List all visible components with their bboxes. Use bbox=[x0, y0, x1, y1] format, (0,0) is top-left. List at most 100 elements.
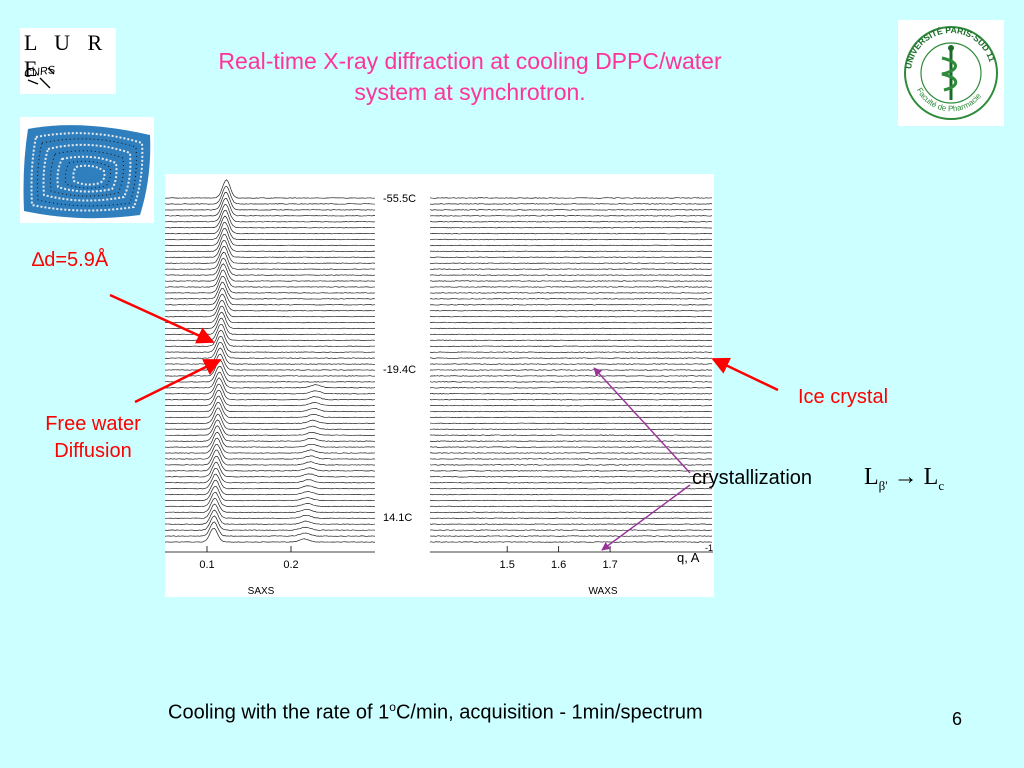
waxs-spectrum-48 bbox=[429, 476, 713, 478]
waxs-spectrum-51 bbox=[429, 493, 713, 496]
saxs-spectrum-19 bbox=[164, 287, 376, 306]
waxs-spectrum-34 bbox=[430, 393, 713, 395]
saxs-spectrum-10 bbox=[164, 233, 376, 253]
waxs-spectrum-41 bbox=[429, 434, 713, 436]
lure-logo: L U R E CNRS bbox=[20, 28, 116, 94]
caption-post: C/min, acquisition - 1min/spectrum bbox=[395, 701, 703, 724]
saxs-spectrum-22 bbox=[165, 305, 376, 324]
waxs-spectrum-6 bbox=[429, 226, 713, 229]
waxs-spectrum-14 bbox=[429, 274, 713, 276]
waxs-spectrum-46 bbox=[429, 464, 713, 466]
waxs-spectrum-31 bbox=[429, 375, 713, 377]
xray-diffraction-plot: -55.5C -19.4C 14.1C 0.1 0.2 SAXS 1.5 1.6 1.7 WAXS… bbox=[164, 174, 714, 597]
saxs-spectrum-23 bbox=[164, 311, 376, 330]
saxs-spectrum-54 bbox=[164, 497, 376, 513]
saxs-spectrum-51 bbox=[164, 479, 376, 496]
waxs-spectrum-28 bbox=[429, 357, 713, 359]
saxs-spectrum-6 bbox=[164, 209, 376, 229]
waxs-spectrum-54 bbox=[429, 511, 713, 514]
slide-title: Real-time X-ray diffraction at cooling D… bbox=[150, 46, 790, 108]
saxs-spectrum-31 bbox=[164, 359, 376, 377]
saxs-spectrum-30 bbox=[164, 353, 376, 371]
waxs-spectrum-4 bbox=[429, 215, 713, 217]
waxs-spectrum-57 bbox=[429, 529, 713, 531]
waxs-tick-label-2: 1.6 bbox=[551, 559, 566, 571]
waxs-spectrum-5 bbox=[429, 221, 713, 223]
saxs-spectrum-3 bbox=[164, 191, 376, 211]
waxs-spectrum-26 bbox=[429, 345, 713, 347]
saxs-spectrum-35 bbox=[164, 383, 376, 401]
saxs-spectrum-40 bbox=[164, 413, 376, 430]
waxs-spectrum-56 bbox=[429, 523, 712, 525]
waxs-spectrum-25 bbox=[429, 339, 713, 342]
saxs-spectrum-18 bbox=[164, 281, 376, 300]
saxs-spectrum-11 bbox=[164, 240, 376, 258]
saxs-spectrum-8 bbox=[164, 221, 376, 241]
saxs-spectrum-21 bbox=[164, 299, 376, 318]
free-water-line-1: Free water bbox=[45, 413, 141, 435]
saxs-spectrum-56 bbox=[164, 509, 376, 525]
waxs-spectrum-23 bbox=[429, 327, 713, 330]
saxs-spectrum-13 bbox=[164, 251, 376, 270]
saxs-spectrum-15 bbox=[164, 263, 376, 282]
waxs-spectrum-11 bbox=[429, 256, 713, 259]
waxs-spectrum-35 bbox=[429, 398, 713, 401]
free-water-label: Free water Diffusion bbox=[28, 411, 158, 465]
slide-caption: Cooling with the rate of 1oC/min, acquis… bbox=[168, 700, 703, 725]
waxs-spectrum-7 bbox=[429, 232, 713, 235]
waxs-spectrum-12 bbox=[429, 262, 713, 264]
waxs-spectrum-58 bbox=[429, 535, 713, 537]
multilamellar-vesicle-image bbox=[20, 117, 154, 223]
saxs-spectrum-50 bbox=[164, 473, 376, 490]
waxs-spectrum-21 bbox=[429, 315, 713, 318]
saxs-spectrum-49 bbox=[164, 467, 376, 484]
temperature-label-3: 14.1C bbox=[383, 512, 412, 524]
waxs-spectrum-37 bbox=[429, 410, 713, 413]
waxs-axis-label-sup: -1 bbox=[705, 543, 713, 553]
free-water-line-2: Diffusion bbox=[54, 440, 132, 462]
waxs-spectrum-42 bbox=[429, 440, 713, 442]
waxs-traces bbox=[429, 197, 713, 543]
title-line-1: Real-time X-ray diffraction at cooling D… bbox=[218, 48, 722, 74]
saxs-spectrum-53 bbox=[164, 492, 376, 508]
waxs-spectrum-33 bbox=[429, 387, 713, 389]
waxs-spectrum-32 bbox=[429, 381, 713, 383]
waxs-spectrum-22 bbox=[429, 321, 713, 324]
saxs-spectrum-20 bbox=[164, 293, 376, 312]
saxs-spectrum-27 bbox=[164, 335, 376, 353]
saxs-spectrum-48 bbox=[164, 461, 376, 478]
waxs-spectrum-13 bbox=[429, 268, 712, 270]
cnrs-logo-icon: CNRS bbox=[24, 64, 57, 89]
phase-transition-formula: Lβ' → Lc bbox=[864, 464, 944, 494]
saxs-spectrum-28 bbox=[164, 341, 376, 359]
waxs-spectrum-19 bbox=[429, 304, 713, 306]
waxs-spectrum-44 bbox=[429, 452, 713, 454]
university-seal-icon: UNIVERSITÉ PARIS-SUD 11 Faculté de Pharm… bbox=[903, 25, 998, 120]
university-logo: UNIVERSITÉ PARIS-SUD 11 Faculté de Pharm… bbox=[898, 20, 1004, 126]
diffraction-chart-svg: -55.5C -19.4C 14.1C 0.1 0.2 SAXS 1.5 1.6 1.7 WAXS… bbox=[164, 179, 713, 597]
waxs-spectrum-3 bbox=[429, 209, 713, 211]
saxs-panel-label: SAXS bbox=[248, 586, 275, 597]
waxs-spectrum-29 bbox=[429, 363, 713, 365]
waxs-spectrum-30 bbox=[429, 369, 713, 371]
saxs-spectrum-34 bbox=[164, 377, 376, 395]
saxs-spectrum-32 bbox=[164, 366, 376, 383]
waxs-spectrum-38 bbox=[429, 416, 713, 419]
saxs-spectrum-33 bbox=[164, 371, 376, 389]
saxs-spectrum-12 bbox=[164, 246, 376, 264]
saxs-spectrum-16 bbox=[164, 269, 376, 288]
phase-arrow: → bbox=[893, 464, 918, 490]
waxs-axis-label: q, A bbox=[677, 550, 700, 565]
saxs-traces bbox=[164, 179, 376, 543]
waxs-spectrum-59 bbox=[429, 541, 713, 543]
saxs-spectrum-38 bbox=[164, 401, 376, 419]
saxs-spectrum-29 bbox=[164, 347, 376, 365]
saxs-spectrum-44 bbox=[164, 437, 376, 454]
waxs-spectrum-50 bbox=[429, 487, 713, 490]
waxs-spectrum-2 bbox=[429, 203, 713, 205]
saxs-spectrum-43 bbox=[164, 431, 376, 448]
saxs-tick-label-2: 0.2 bbox=[283, 559, 298, 571]
waxs-spectrum-16 bbox=[429, 286, 713, 288]
saxs-spectrum-37 bbox=[164, 395, 376, 413]
waxs-spectrum-39 bbox=[429, 422, 713, 425]
